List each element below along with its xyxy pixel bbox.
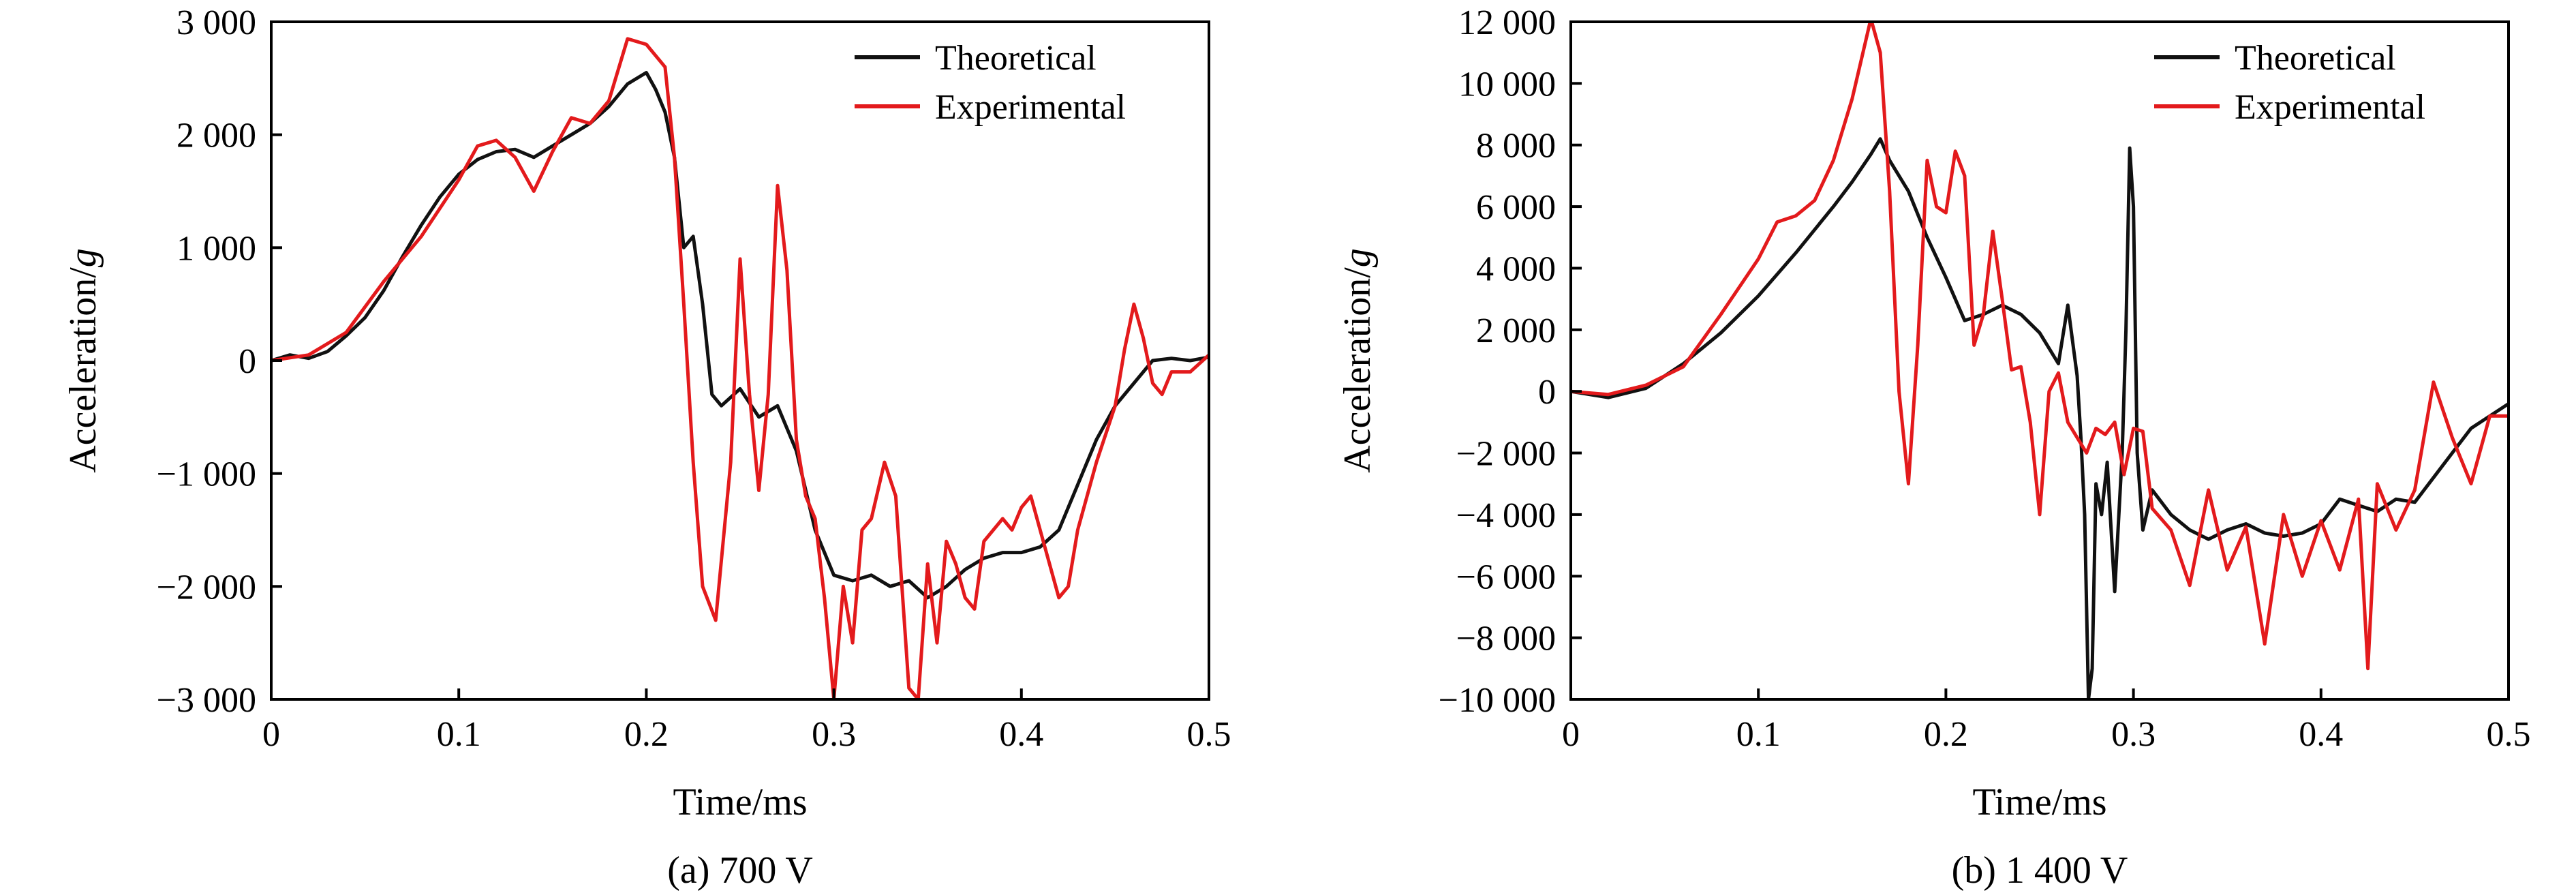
x-tick-label: 0.3 <box>2111 715 2156 754</box>
y-tick-label: 4 000 <box>1476 249 1556 288</box>
legend: Theoretical Experimental <box>855 39 1126 127</box>
x-axis-title: Time/ms <box>673 781 807 823</box>
axis-ticks: 0 0.1 0.2 0.3 0.4 0.5 −10 000 −8 000 −6 000 −4 00… <box>1439 3 2531 754</box>
y-axis-title-unit: g <box>62 248 104 267</box>
y-tick-label: −8 000 <box>1456 620 1556 658</box>
x-tick-label: 0.1 <box>1736 715 1781 754</box>
x-tick-label: 0.1 <box>437 715 481 754</box>
series-line-experimental <box>271 37 1209 699</box>
legend-label: Experimental <box>935 88 1126 127</box>
plot-lines <box>271 37 1209 699</box>
y-axis-title: Acceleration/g <box>62 248 104 473</box>
series-line-theoretical <box>271 71 1209 600</box>
y-tick-label: 12 000 <box>1458 3 1556 42</box>
y-tick-label: −10 000 <box>1439 681 1556 720</box>
legend-label: Theoretical <box>935 39 1097 78</box>
plot-lines <box>1571 22 2509 699</box>
y-axis-title-unit: g <box>1336 248 1379 267</box>
y-tick-label: 1 000 <box>177 229 256 268</box>
y-tick-label: 8 000 <box>1476 127 1556 166</box>
chart-panel-a: 0 0.1 0.2 0.3 0.4 0.5 −3 000 −2 000 −1 000 0 1 000… <box>62 3 1231 892</box>
x-tick-label: 0.2 <box>624 715 669 754</box>
y-tick-label: 2 000 <box>177 117 256 155</box>
x-tick-label: 0.4 <box>2299 715 2343 754</box>
x-tick-label: 0.5 <box>1187 715 1231 754</box>
y-axis-title: Acceleration/g <box>1336 248 1379 473</box>
y-tick-label: 10 000 <box>1458 65 1556 104</box>
plot-frame <box>1569 20 2510 701</box>
panel-caption: (a) 700 V <box>667 849 813 892</box>
y-axis-title-main: Acceleration/ <box>1336 267 1379 473</box>
x-tick-label: 0.5 <box>2487 715 2531 754</box>
chart-panel-b: 0 0.1 0.2 0.3 0.4 0.5 −10 000 −8 000 −6 000 −4 00… <box>1336 3 2531 892</box>
y-tick-label: −2 000 <box>1456 435 1556 474</box>
y-tick-label: −2 000 <box>157 568 256 607</box>
legend-label: Experimental <box>2235 88 2425 127</box>
x-tick-label: 0.2 <box>1924 715 1968 754</box>
y-tick-label: 3 000 <box>177 3 256 42</box>
x-tick-label: 0.4 <box>999 715 1043 754</box>
y-tick-label: 6 000 <box>1476 188 1556 227</box>
y-tick-label: 0 <box>1538 373 1556 412</box>
y-axis-title-main: Acceleration/ <box>62 267 104 473</box>
legend: Theoretical Experimental <box>2154 39 2425 127</box>
x-tick-label: 0 <box>262 715 280 754</box>
series-line-theoretical <box>1571 137 2509 699</box>
x-axis-title: Time/ms <box>1972 781 2106 823</box>
series-line-experimental <box>1571 22 2509 671</box>
y-tick-label: −6 000 <box>1456 558 1556 596</box>
x-tick-label: 0 <box>1562 715 1580 754</box>
y-tick-label: 0 <box>239 342 256 381</box>
x-tick-label: 0.3 <box>812 715 856 754</box>
y-tick-label: −4 000 <box>1456 496 1556 535</box>
panel-caption: (b) 1 400 V <box>1952 849 2128 892</box>
y-tick-label: −1 000 <box>157 455 256 494</box>
y-tick-label: 2 000 <box>1476 312 1556 350</box>
legend-label: Theoretical <box>2235 39 2396 78</box>
y-tick-label: −3 000 <box>157 681 256 720</box>
axis-ticks: 0 0.1 0.2 0.3 0.4 0.5 −3 000 −2 000 −1 000 0 1 000… <box>157 3 1231 754</box>
